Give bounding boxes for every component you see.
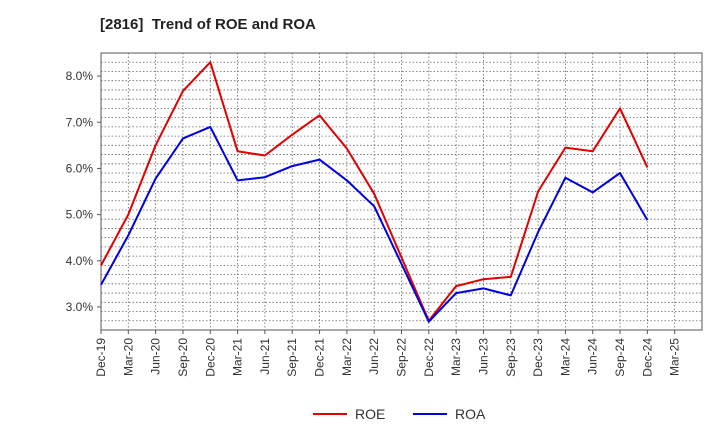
legend-label-roe: ROE — [355, 406, 385, 422]
grid-lines — [101, 53, 702, 330]
x-tick-label: Dec-20 — [203, 338, 217, 377]
y-tick-label: 8.0% — [66, 69, 94, 83]
x-tick-label: Sep-23 — [504, 338, 518, 377]
series-line-roa — [100, 125, 649, 323]
y-tick-label: 6.0% — [66, 161, 94, 175]
legend: ROE ROA — [313, 406, 486, 422]
x-tick-label: Mar-23 — [449, 338, 463, 376]
series-line-roe — [100, 61, 649, 322]
series-lines — [100, 61, 649, 323]
x-tick-label: Jun-23 — [476, 338, 490, 375]
x-tick-label: Sep-22 — [395, 338, 409, 377]
x-tick-label: Dec-22 — [422, 338, 436, 377]
y-tick-label: 7.0% — [66, 115, 94, 129]
x-tick-label: Dec-21 — [313, 338, 327, 377]
y-tick-label: 5.0% — [66, 208, 94, 222]
x-tick-label: Dec-24 — [640, 338, 654, 377]
x-tick-label: Mar-20 — [121, 338, 135, 376]
y-axis: 3.0% 4.0% 5.0% 6.0% 7.0% 8.0% — [66, 69, 101, 314]
x-tick-label: Jun-20 — [149, 338, 163, 375]
x-tick-label: Dec-23 — [531, 338, 545, 377]
x-tick-label: Jun-24 — [586, 338, 600, 375]
x-tick-label: Mar-24 — [558, 338, 572, 376]
legend-label-roa: ROA — [455, 406, 486, 422]
x-tick-label: Sep-21 — [285, 338, 299, 377]
x-tick-label: Jun-21 — [258, 338, 272, 375]
x-tick-label: Sep-20 — [176, 338, 190, 377]
x-axis: Dec-19 Mar-20 Jun-20 Sep-20 Dec-20 Mar-21 Jun-… — [94, 330, 682, 377]
x-tick-label: Sep-24 — [613, 338, 627, 377]
chart-title: [2816] Trend of ROE and ROA — [100, 16, 316, 33]
x-tick-label: Jun-22 — [367, 338, 381, 375]
y-tick-label: 3.0% — [66, 300, 94, 314]
x-tick-label: Mar-25 — [668, 338, 682, 376]
y-tick-label: 4.0% — [66, 254, 94, 268]
x-tick-label: Mar-21 — [231, 338, 245, 376]
x-tick-label: Dec-19 — [94, 338, 108, 377]
x-tick-label: Mar-22 — [340, 338, 354, 376]
